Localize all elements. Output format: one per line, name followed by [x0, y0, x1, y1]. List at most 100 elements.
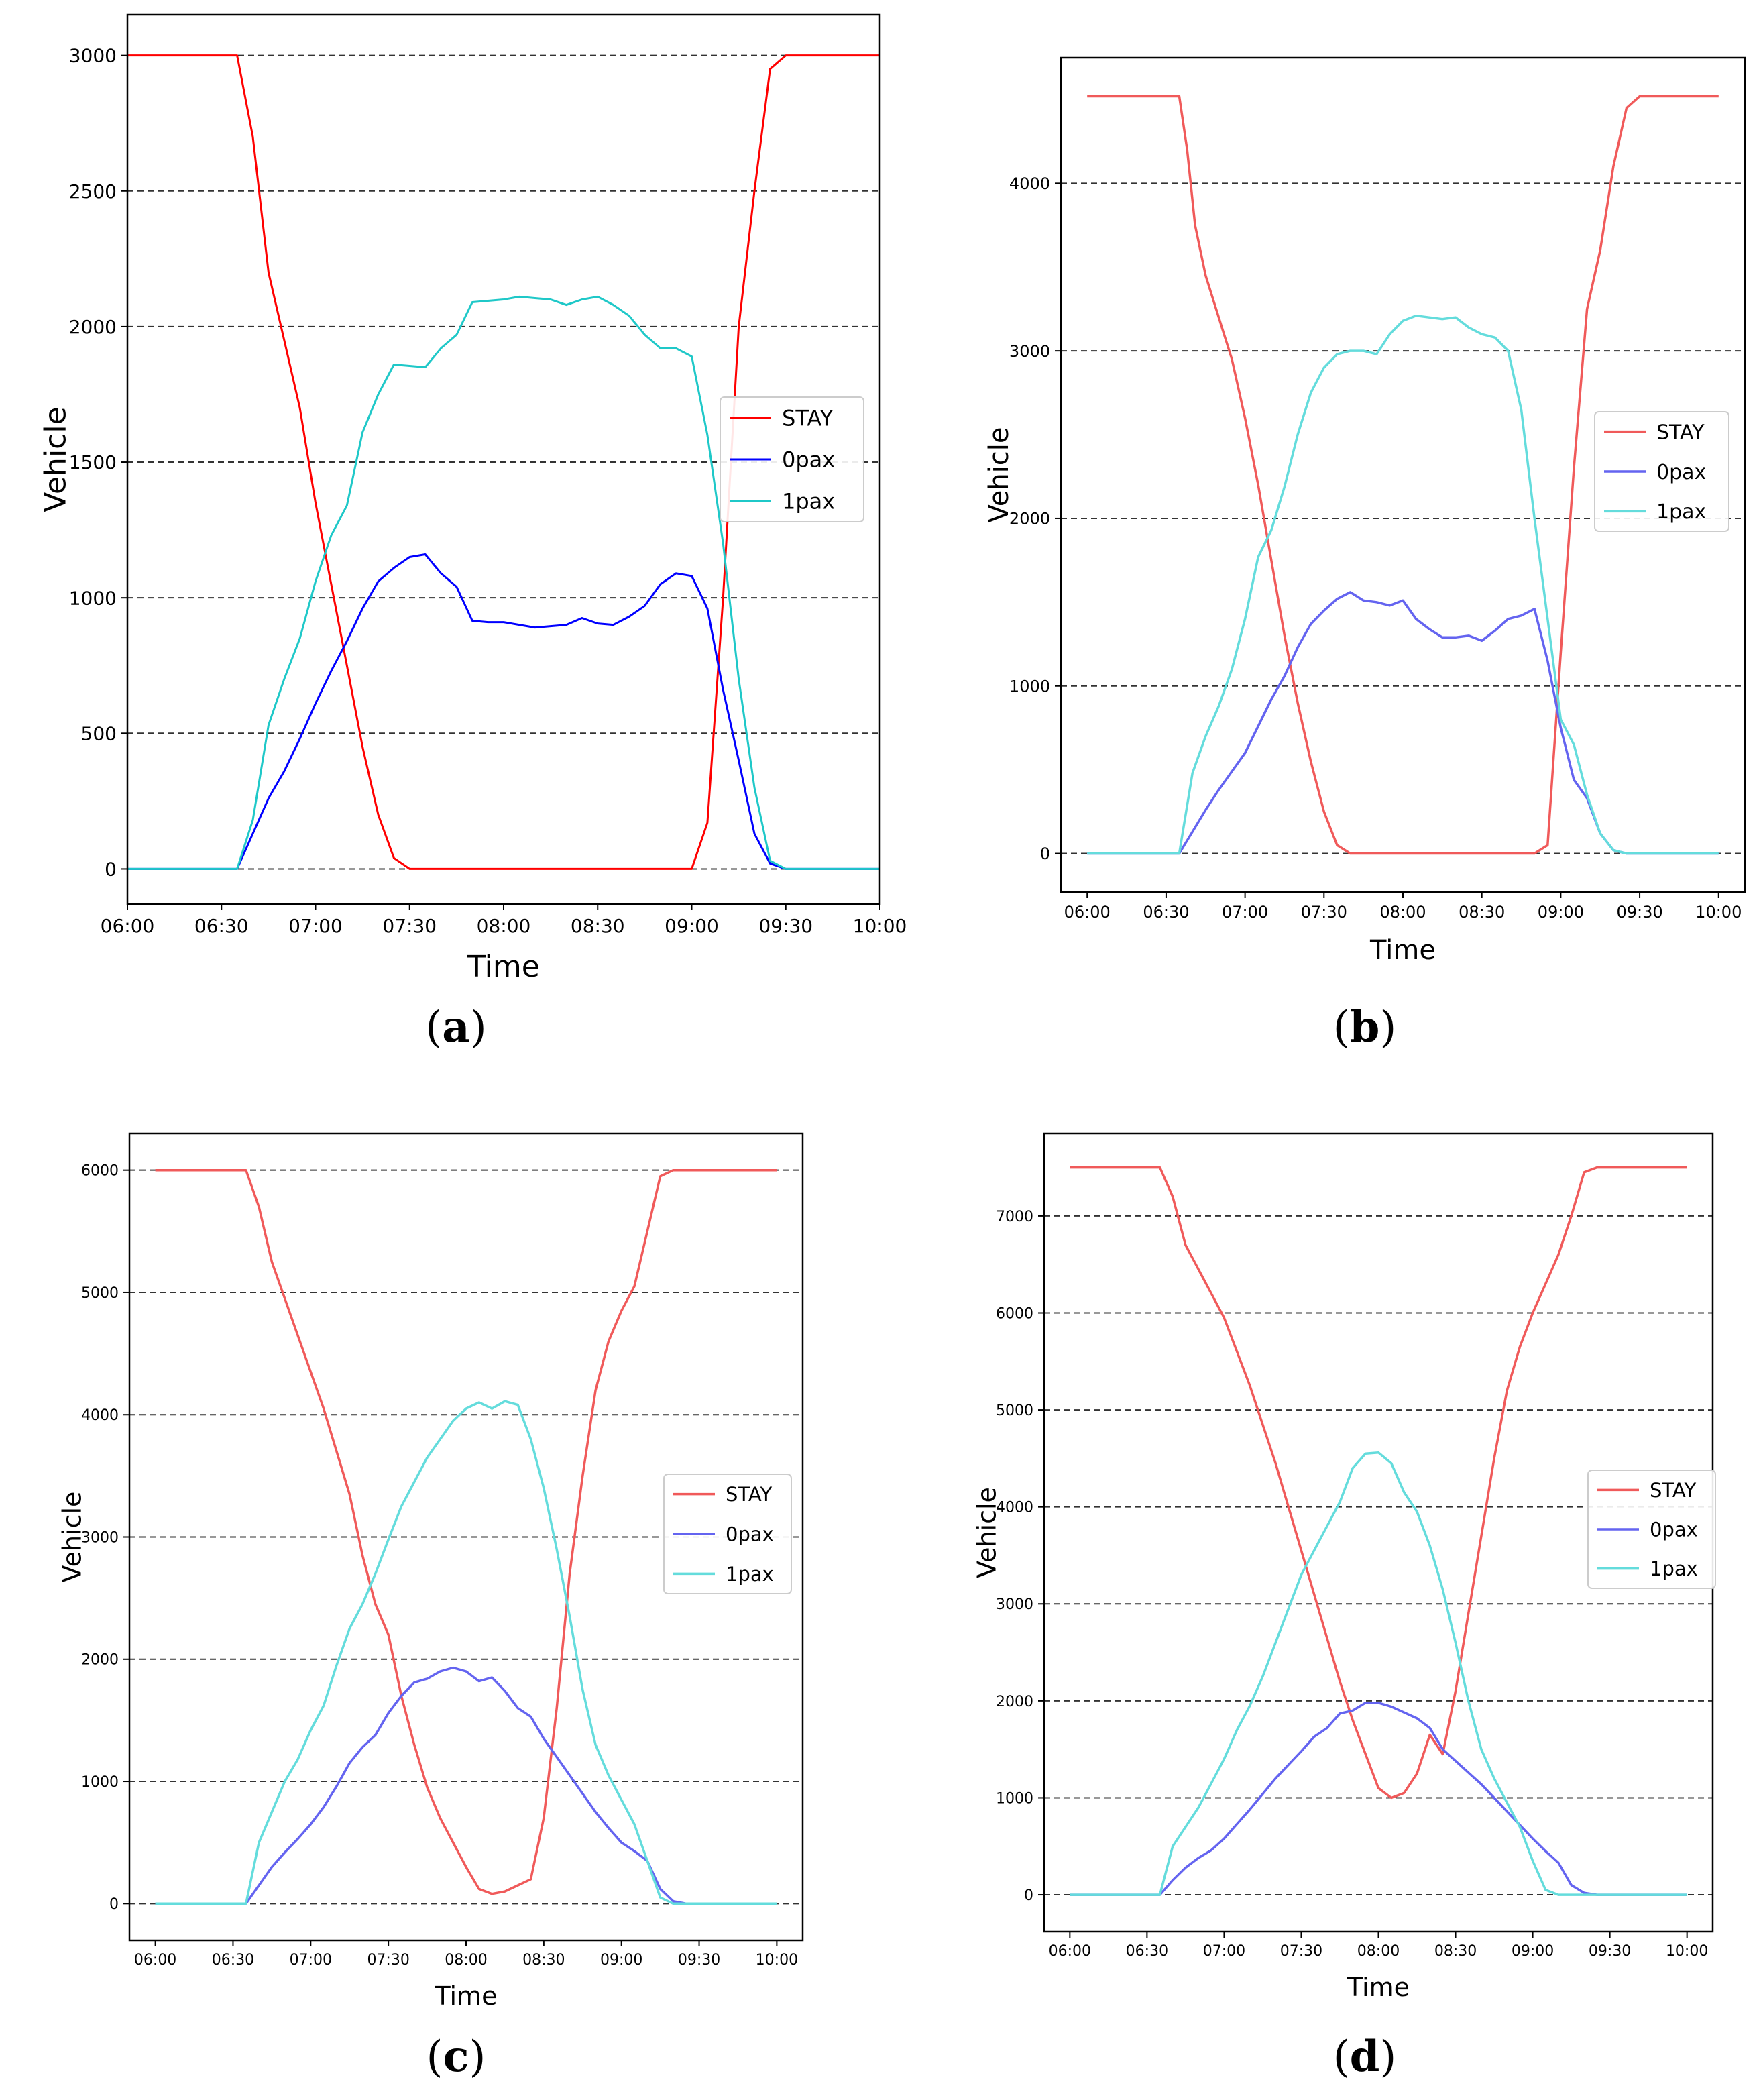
- legend-label-0pax: 0pax: [1650, 1518, 1698, 1541]
- xtick-label: 09:30: [758, 915, 813, 937]
- ytick-label: 3000: [69, 45, 117, 67]
- series-line-1pax: [127, 295, 880, 870]
- ytick-label: 4000: [81, 1407, 119, 1424]
- xtick-label: 07:30: [367, 1952, 409, 1969]
- xtick-label: 07:30: [1301, 903, 1347, 922]
- series-line-STAY: [1087, 95, 1719, 855]
- xtick-label: 07:30: [1280, 1943, 1322, 1960]
- ytick-label: 3000: [996, 1596, 1033, 1613]
- legend-label-0pax: 0pax: [782, 447, 835, 473]
- xtick-label: 08:30: [1459, 903, 1505, 922]
- xtick-label: 06:00: [101, 915, 155, 937]
- caption-b-letter: b: [1349, 1002, 1380, 1052]
- xtick-label: 07:00: [1222, 903, 1268, 922]
- xtick-label: 06:00: [1049, 1943, 1091, 1960]
- ytick-label: 4000: [1009, 174, 1050, 193]
- ytick-label: 1500: [69, 451, 117, 474]
- legend: STAY 0pax 1pax: [720, 396, 864, 522]
- ytick-label: 3000: [1009, 342, 1050, 361]
- y-axis-label: Vehicle: [39, 406, 73, 512]
- series-line-1pax: [1070, 1451, 1687, 1896]
- caption-a-letter: a: [442, 1002, 470, 1052]
- ytick-label: 2000: [81, 1652, 119, 1669]
- xtick-label: 09:00: [665, 915, 719, 937]
- legend-box: [1594, 411, 1729, 532]
- series-line-0pax: [127, 553, 880, 870]
- ytick-label: 0: [1040, 844, 1050, 863]
- xtick-label: 08:00: [445, 1952, 487, 1969]
- ytick-label: 1000: [69, 587, 117, 609]
- caption-d-letter: d: [1349, 2032, 1380, 2082]
- legend-label-STAY: STAY: [726, 1483, 772, 1506]
- x-axis-label: Time: [435, 1981, 498, 2011]
- xtick-label: 09:30: [678, 1952, 720, 1969]
- ytick-label: 6000: [996, 1305, 1033, 1322]
- ytick-label: 0: [109, 1896, 119, 1913]
- legend-label-STAY: STAY: [1656, 421, 1705, 444]
- caption-d: (d): [1332, 2032, 1397, 2082]
- caption-c: (c): [426, 2032, 486, 2082]
- xtick-label: 09:00: [600, 1952, 642, 1969]
- ytick-label: 1000: [1009, 677, 1050, 696]
- ytick-label: 7000: [996, 1209, 1033, 1225]
- legend-label-1pax: 1pax: [1656, 500, 1706, 524]
- x-axis-label: Time: [467, 950, 540, 984]
- x-axis-label: Time: [1369, 935, 1436, 966]
- legend-label-0pax: 0pax: [726, 1523, 774, 1545]
- y-axis-label: Vehicle: [57, 1492, 87, 1583]
- xtick-label: 07:00: [288, 915, 343, 937]
- legend-label-1pax: 1pax: [1650, 1557, 1698, 1580]
- ytick-label: 1000: [81, 1774, 119, 1791]
- xtick-label: 09:30: [1589, 1943, 1631, 1960]
- xtick-label: 06:00: [134, 1952, 176, 1969]
- ytick-label: 2000: [996, 1694, 1033, 1710]
- xtick-label: 09:00: [1538, 903, 1584, 922]
- legend-label-0pax: 0pax: [1656, 461, 1706, 484]
- series-line-STAY: [127, 54, 880, 870]
- legend: STAY 0pax 1pax: [1587, 1470, 1716, 1589]
- ytick-label: 0: [105, 859, 117, 881]
- y-axis-label: Vehicle: [972, 1487, 1001, 1578]
- xtick-label: 08:00: [1379, 903, 1426, 922]
- series-line-1pax: [155, 1400, 777, 1905]
- legend-label-STAY: STAY: [1650, 1479, 1696, 1502]
- ytick-label: 5000: [996, 1402, 1033, 1419]
- ytick-label: 6000: [81, 1163, 119, 1180]
- ytick-label: 2000: [1009, 510, 1050, 529]
- xtick-label: 08:30: [571, 915, 625, 937]
- legend-box: [720, 396, 864, 522]
- xtick-label: 08:30: [1434, 1943, 1477, 1960]
- legend-box: [1587, 1470, 1716, 1589]
- ytick-label: 1000: [996, 1790, 1033, 1807]
- xtick-label: 07:00: [290, 1952, 332, 1969]
- ytick-label: 2000: [69, 316, 117, 338]
- legend: STAY 0pax 1pax: [1594, 411, 1729, 532]
- caption-c-letter: c: [443, 2032, 469, 2082]
- ytick-label: 2500: [69, 180, 117, 203]
- series-line-STAY: [155, 1168, 777, 1895]
- xtick-label: 06:30: [194, 915, 249, 937]
- caption-b: (b): [1332, 1002, 1397, 1052]
- chart-a: 0 500 1000 1500 2000 2500 3000 06:00 06:30 07:00 0…: [39, 13, 907, 984]
- series-line-0pax: [1087, 591, 1719, 855]
- xtick-label: 10:00: [853, 915, 907, 937]
- y-axis-label: Vehicle: [984, 427, 1015, 522]
- xtick-label: 06:00: [1064, 903, 1111, 922]
- ytick-label: 500: [81, 722, 117, 744]
- xtick-label: 07:00: [1203, 1943, 1245, 1960]
- xtick-label: 06:30: [1143, 903, 1189, 922]
- xtick-label: 06:30: [1126, 1943, 1168, 1960]
- series-line-1pax: [1087, 314, 1719, 855]
- legend: STAY 0pax 1pax: [663, 1474, 792, 1594]
- xtick-label: 10:00: [756, 1952, 798, 1969]
- x-axis-label: Time: [1347, 1973, 1410, 2002]
- xtick-label: 10:00: [1666, 1943, 1708, 1960]
- ytick-label: 3000: [81, 1529, 119, 1546]
- xtick-label: 09:00: [1512, 1943, 1554, 1960]
- series-line-0pax: [155, 1666, 777, 1905]
- series-line-STAY: [1070, 1166, 1687, 1800]
- series-line-0pax: [1070, 1702, 1687, 1896]
- xtick-label: 06:30: [212, 1952, 254, 1969]
- legend-label-1pax: 1pax: [782, 489, 835, 514]
- legend-label-1pax: 1pax: [726, 1563, 774, 1586]
